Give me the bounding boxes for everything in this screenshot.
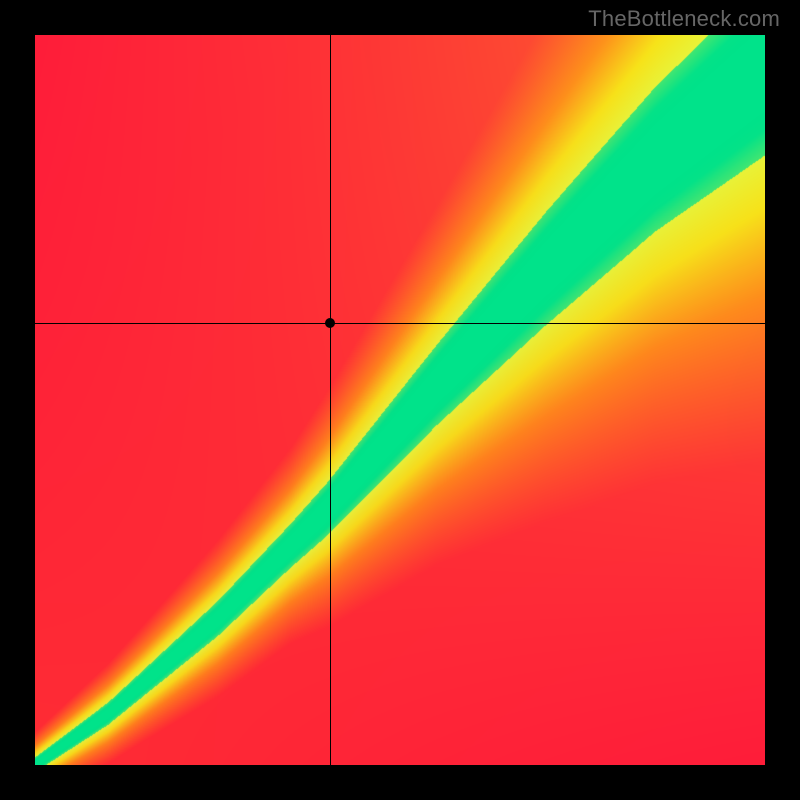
crosshair-vertical bbox=[330, 35, 331, 765]
chart-frame: TheBottleneck.com bbox=[0, 0, 800, 800]
crosshair-dot bbox=[325, 318, 335, 328]
plot-area bbox=[35, 35, 765, 765]
crosshair-horizontal bbox=[35, 323, 765, 324]
heatmap-canvas bbox=[35, 35, 765, 765]
watermark-text: TheBottleneck.com bbox=[588, 6, 780, 32]
